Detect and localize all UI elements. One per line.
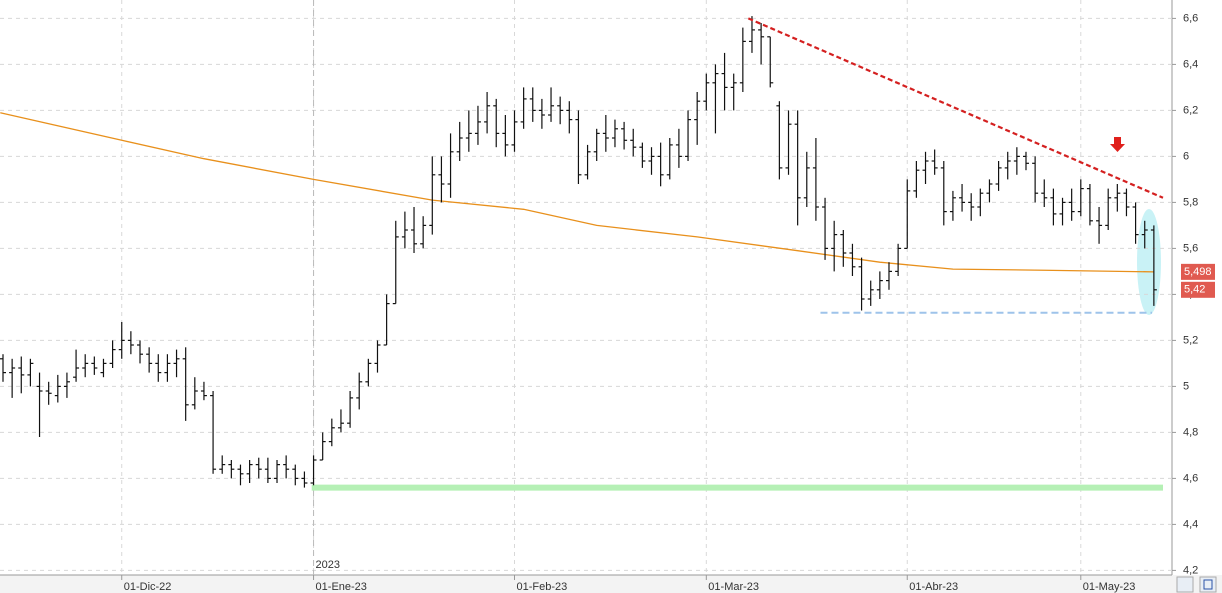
highlight-ellipse xyxy=(1137,209,1161,315)
x-tick-label: 01-Mar-23 xyxy=(708,581,759,593)
y-tick-label: 6,2 xyxy=(1183,104,1198,116)
price-tag-label: 5,42 xyxy=(1184,284,1205,296)
signal-arrow xyxy=(1110,137,1125,152)
y-tick-label: 5,6 xyxy=(1183,242,1198,254)
y-tick-label: 6 xyxy=(1183,150,1189,162)
price-tag xyxy=(1181,281,1215,298)
year-label: 2023 xyxy=(316,559,340,571)
x-tick-label: 01-Dic-22 xyxy=(124,581,172,593)
y-tick-label: 4,6 xyxy=(1183,472,1198,484)
save-icon xyxy=(1203,579,1213,590)
save-button[interactable] xyxy=(1199,576,1217,593)
x-tick-label: 01-May-23 xyxy=(1083,581,1136,593)
y-tick-label: 4,2 xyxy=(1183,564,1198,576)
price-tag xyxy=(1181,263,1215,280)
y-tick-label: 4,8 xyxy=(1183,426,1198,438)
y-tick-label: 5,2 xyxy=(1183,334,1198,346)
trendline xyxy=(747,17,1164,199)
y-tick-label: 6,4 xyxy=(1183,58,1198,70)
x-tick-label: 01-Abr-23 xyxy=(909,581,958,593)
x-tick-label: 01-Ene-23 xyxy=(316,581,367,593)
x-tick-label: 01-Feb-23 xyxy=(516,581,567,593)
zoom-button[interactable] xyxy=(1176,576,1194,593)
y-tick-label: 4,4 xyxy=(1183,518,1198,530)
x-axis-strip xyxy=(0,575,1222,593)
plot-area xyxy=(0,0,1172,575)
y-tick-label: 5,8 xyxy=(1183,196,1198,208)
y-tick-label: 5 xyxy=(1183,380,1189,392)
y-tick-label: 6,6 xyxy=(1183,12,1198,24)
price-tag-label: 5,498 xyxy=(1184,266,1212,278)
moving-average xyxy=(0,112,1154,273)
